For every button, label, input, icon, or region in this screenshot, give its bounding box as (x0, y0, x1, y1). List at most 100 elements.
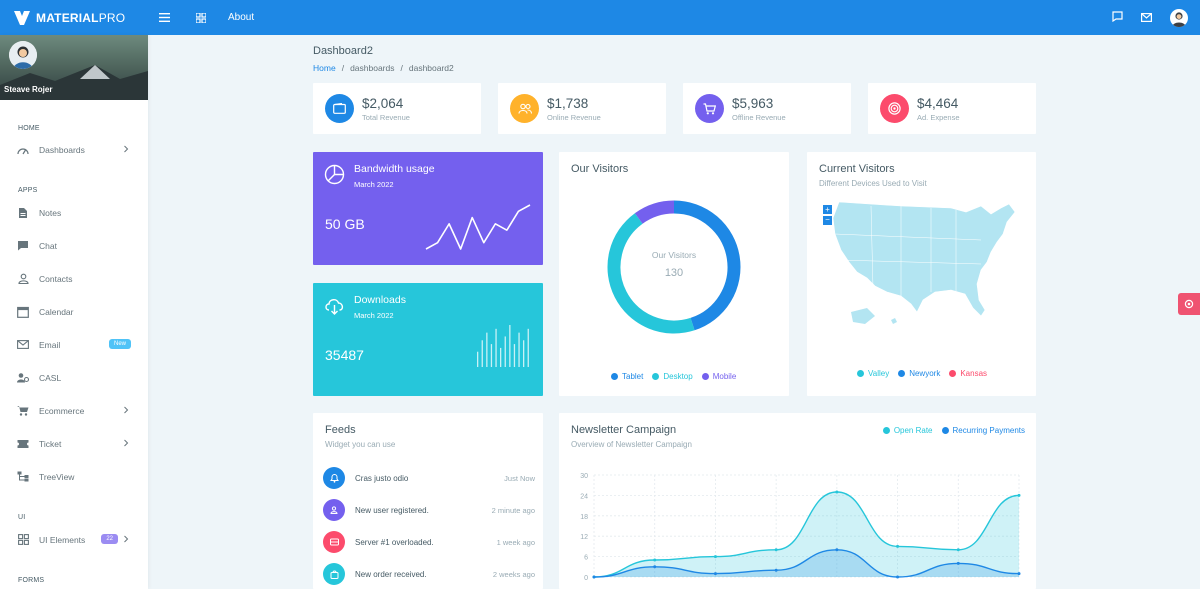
legend-item-desktop[interactable]: Desktop (652, 372, 693, 381)
message-icon[interactable] (1112, 9, 1123, 27)
usa-map[interactable] (831, 200, 1031, 330)
sidebar-item-contacts[interactable]: Contacts (0, 262, 148, 295)
y-tick-label: 30 (580, 473, 588, 480)
chevron-right-icon (124, 406, 129, 414)
breadcrumb-separator: / (400, 63, 403, 73)
legend-item-tablet[interactable]: Tablet (611, 372, 643, 381)
settings-button[interactable] (1178, 293, 1200, 315)
legend-dot (701, 373, 709, 380)
page-title: Dashboard2 (313, 45, 373, 57)
sidebar-item-treeview[interactable]: TreeView (0, 460, 148, 493)
card-title: Our Visitors (571, 163, 629, 175)
sidebar-item-calendar[interactable]: Calendar (0, 295, 148, 328)
gear-icon (1184, 299, 1194, 309)
count-badge: 22 (101, 534, 118, 544)
legend-item-newyork[interactable]: Newyork (898, 369, 940, 378)
legend-dot (652, 373, 660, 380)
stat-card-ad-expense: $4,464 Ad. Expense (868, 83, 1036, 134)
legend-item-kansas[interactable]: Kansas (949, 369, 987, 378)
sparkline-bar (477, 351, 479, 367)
donut-slice-mobile (634, 200, 675, 224)
sparkline-bar (500, 347, 502, 367)
legend-item-open-rate[interactable]: Open Rate (882, 426, 933, 435)
stat-label: Total Revenue (362, 112, 410, 122)
feed-item[interactable]: Cras justo odio Just Now (323, 467, 535, 489)
data-point (713, 572, 717, 576)
stat-card-offline-revenue: $5,963 Offline Revenue (683, 83, 851, 134)
profile-banner: Steave Rojer (0, 35, 148, 100)
data-point (713, 555, 717, 559)
chevron-right-icon (124, 145, 129, 153)
card-subtitle: Overview of Newsletter Campaign (571, 440, 692, 449)
stat-label: Online Revenue (547, 112, 601, 122)
sidebar-item-ticket[interactable]: Ticket (0, 427, 148, 460)
downloads-sparkline (477, 325, 529, 367)
donut-center-value: 130 (664, 267, 684, 279)
sidebar-item-notes[interactable]: Notes (0, 196, 148, 229)
legend-item-recurring-payments[interactable]: Recurring Payments (941, 426, 1025, 435)
mail-icon[interactable] (1141, 9, 1153, 27)
legend-dot (949, 370, 957, 377)
breadcrumb-dashboards[interactable]: dashboards (350, 63, 395, 73)
about-link[interactable]: About (228, 12, 255, 23)
newsletter-card: Newsletter Campaign Overview of Newslett… (559, 413, 1036, 589)
zoom-in-button[interactable]: + (823, 205, 832, 214)
our-visitors-card: Our Visitors Our Visitors 130 Tablet Des… (559, 152, 789, 396)
bell-icon (323, 467, 345, 489)
breadcrumb-home[interactable]: Home (313, 63, 336, 73)
area-recurring-payments (594, 549, 1019, 577)
sidebar-item-email[interactable]: Email New (0, 328, 148, 361)
data-point (896, 544, 900, 548)
card-title: Current Visitors (819, 163, 895, 175)
sidebar-item-ecommerce[interactable]: Ecommerce (0, 394, 148, 427)
mountain-background (0, 65, 148, 100)
pie-chart-icon (324, 164, 345, 185)
newsletter-legend: Open Rate Recurring Payments (882, 426, 1025, 435)
apps-grid-icon[interactable] (194, 11, 208, 25)
profile-name[interactable]: Steave Rojer (4, 85, 53, 94)
sidebar-item-chat[interactable]: Chat (0, 229, 148, 262)
donut-slice-tablet (673, 200, 741, 331)
brand-logo[interactable]: MATERIALPRO (0, 0, 148, 35)
user-avatar[interactable] (1170, 8, 1188, 27)
sparkline-bar (513, 344, 516, 367)
y-tick-label: 0 (584, 575, 588, 582)
legend-item-mobile[interactable]: Mobile (701, 372, 736, 381)
sidebar-item-dashboards[interactable]: Dashboards (0, 133, 148, 166)
profile-avatar[interactable] (9, 41, 37, 69)
cart-icon (17, 405, 29, 417)
feeds-card: Feeds Widget you can use Cras justo odio… (313, 413, 543, 589)
sidebar-item-casl[interactable]: CASL (0, 361, 148, 394)
feed-item[interactable]: New order received. 2 weeks ago (323, 563, 535, 585)
ticket-icon (17, 438, 29, 450)
legend-item-valley[interactable]: Valley (857, 369, 889, 378)
breadcrumb-current: dashboard2 (408, 63, 454, 73)
treeview-icon (17, 471, 29, 483)
y-tick-label: 6 (584, 555, 588, 562)
data-point (896, 575, 900, 579)
nav-caption-forms: FORMS (18, 577, 45, 584)
data-point (835, 490, 839, 494)
sparkline-bar (486, 332, 488, 367)
downloads-value: 35487 (325, 347, 364, 363)
sparkline-bar (509, 325, 511, 367)
card-subtitle: Widget you can use (325, 440, 396, 449)
feed-item[interactable]: Server #1 overloaded. 1 week ago (323, 531, 535, 553)
current-visitors-legend: Valley Newyork Kansas (857, 369, 987, 378)
menu-toggle-icon[interactable] (157, 11, 171, 25)
zoom-out-button[interactable]: − (823, 216, 832, 225)
donut-center-label: Our Visitors (651, 250, 697, 260)
downloads-subtitle: March 2022 (354, 311, 394, 320)
feed-item[interactable]: New user registered. 2 minute ago (323, 499, 535, 521)
new-badge: New (108, 339, 131, 349)
chevron-right-icon (124, 439, 129, 447)
cloud-download-icon (325, 299, 344, 315)
user-icon (323, 499, 345, 521)
data-point (592, 575, 596, 579)
nav-caption-ui: UI (18, 514, 26, 521)
sparkline-bar (518, 332, 520, 367)
sidebar-item-ui-elements[interactable]: UI Elements 22 (0, 523, 148, 556)
sidebar: Steave Rojer HOME Dashboards APPS Notes … (0, 35, 148, 589)
brand-name: MATERIALPRO (36, 10, 126, 25)
wallet-icon (325, 94, 354, 123)
